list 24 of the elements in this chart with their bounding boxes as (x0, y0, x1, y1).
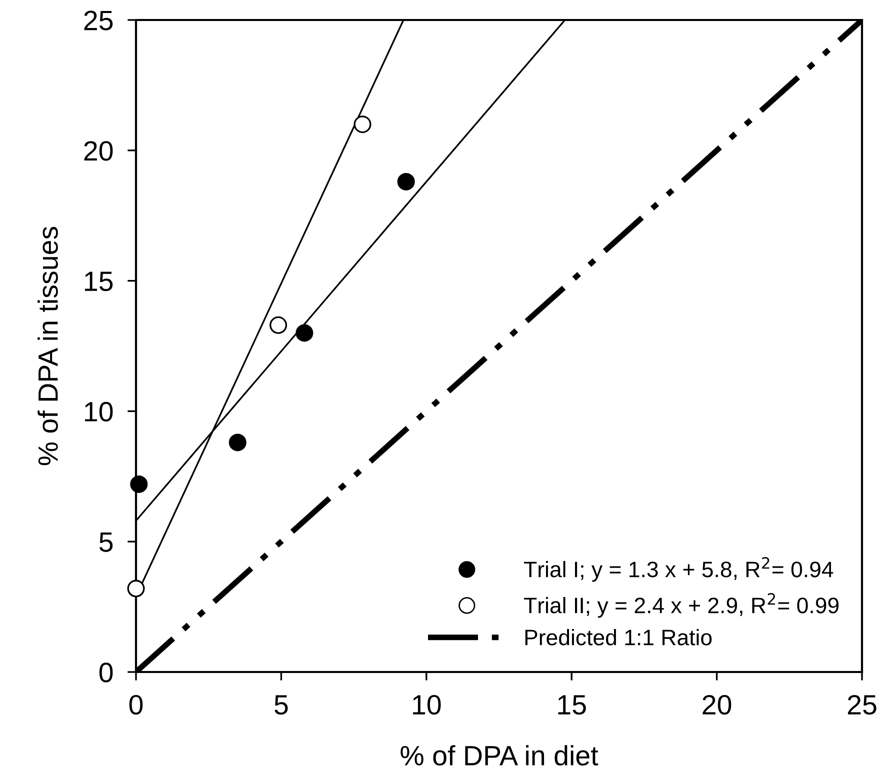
x-tick-label: 15 (558, 695, 586, 715)
point (127, 580, 145, 598)
x-tick-label: 10 (413, 694, 441, 715)
x-tick-label: 0 (129, 694, 143, 715)
legend-label: Trial I; y = 1.3 x + 5.8, R$^{2}$= 0.94 (524, 557, 834, 582)
point (354, 116, 372, 134)
y-tick-label: 15 (85, 272, 113, 292)
legend-label: Trial II; y = 2.4 x + 2.9, R$^{2}$= 0.99 (524, 593, 839, 618)
x-tick-label: 20 (702, 694, 732, 715)
x-tick-label: 25 (848, 694, 876, 715)
x-tick-label: 5 (274, 695, 288, 715)
y-tick-label: 10 (85, 402, 113, 422)
point (296, 324, 314, 342)
point (228, 434, 246, 452)
y-axis-title: % of DPA in tissues (38, 226, 58, 466)
point (270, 316, 288, 334)
point (130, 475, 148, 493)
y-tick-label: 5 (99, 532, 113, 552)
point (397, 172, 415, 190)
x-axis-title: % of DPA in diet (400, 745, 598, 766)
legend-label: Predicted 1:1 Ratio (525, 629, 712, 646)
y-tick-label: 20 (84, 141, 113, 161)
y-tick-label: 0 (99, 662, 113, 682)
y-tick-label: 25 (84, 10, 113, 30)
